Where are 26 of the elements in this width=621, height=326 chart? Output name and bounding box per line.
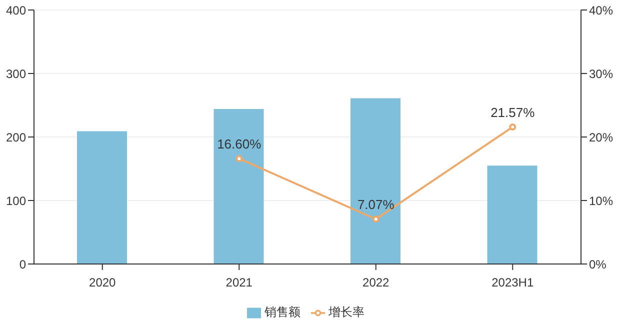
data-label: 16.60% bbox=[217, 136, 262, 152]
y-tick-label: 300 bbox=[6, 66, 26, 81]
point bbox=[509, 124, 516, 131]
y2-tick-label: 30% bbox=[589, 66, 614, 81]
y-tick-label: 200 bbox=[6, 130, 26, 144]
bar bbox=[350, 98, 400, 264]
bar bbox=[214, 109, 264, 264]
point bbox=[372, 216, 380, 223]
x-tick-label: 2023H1 bbox=[492, 276, 534, 290]
data-label: 7.07% bbox=[357, 197, 395, 212]
y-tick-label: 100 bbox=[6, 194, 26, 208]
y2-tick-label: 40% bbox=[589, 3, 614, 18]
legend-label: 销售额 bbox=[264, 305, 300, 319]
data-label: 21.57% bbox=[490, 105, 536, 120]
bar bbox=[487, 166, 538, 264]
x-tick-label: 2022 bbox=[362, 276, 390, 290]
x-tick-label: 2021 bbox=[226, 276, 253, 290]
y2-tick-label: 20% bbox=[589, 130, 614, 144]
legend-label: 增长率 bbox=[328, 305, 364, 319]
x-tick-label: 2020 bbox=[89, 276, 116, 290]
point bbox=[236, 155, 243, 162]
y-tick-label: 0 bbox=[19, 257, 26, 272]
bar bbox=[77, 131, 127, 264]
y2-tick-label: 0% bbox=[589, 257, 607, 272]
y2-tick-label: 10% bbox=[589, 194, 614, 208]
y-tick-label: 400 bbox=[6, 3, 26, 18]
